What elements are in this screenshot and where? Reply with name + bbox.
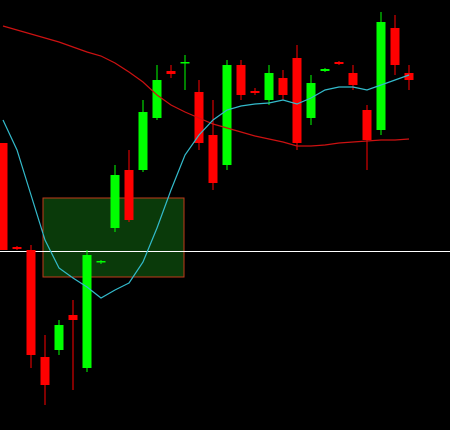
candle-body [334,62,344,64]
indicator-lines [2,25,410,299]
moving-average-line [2,74,410,299]
candle-body [264,73,274,100]
candle-body [124,170,134,220]
candle-body [152,80,162,118]
candle-body [26,250,36,355]
candle-body [404,73,414,80]
candle-body [362,110,372,140]
candle-body [12,247,22,249]
candles [0,12,414,405]
candle-body [292,58,302,143]
candle-body [0,143,8,250]
candle-body [250,91,260,93]
candle-body [222,65,232,165]
candle-body [138,112,148,170]
candle-body [180,62,190,64]
candle-body [208,135,218,183]
candle-body [320,69,330,71]
candle-body [236,65,246,95]
candle-body [54,325,64,350]
candle-body [348,73,358,85]
candle-body [68,315,78,320]
candle-body [96,261,106,263]
candle-body [110,175,120,228]
candle-body [278,78,288,95]
candle-body [376,22,386,130]
candle-body [166,71,176,74]
candle-body [390,28,400,65]
candle-body [40,357,50,385]
candle-body [306,83,316,118]
moving-average-line [2,25,410,147]
candle-body [82,255,92,368]
